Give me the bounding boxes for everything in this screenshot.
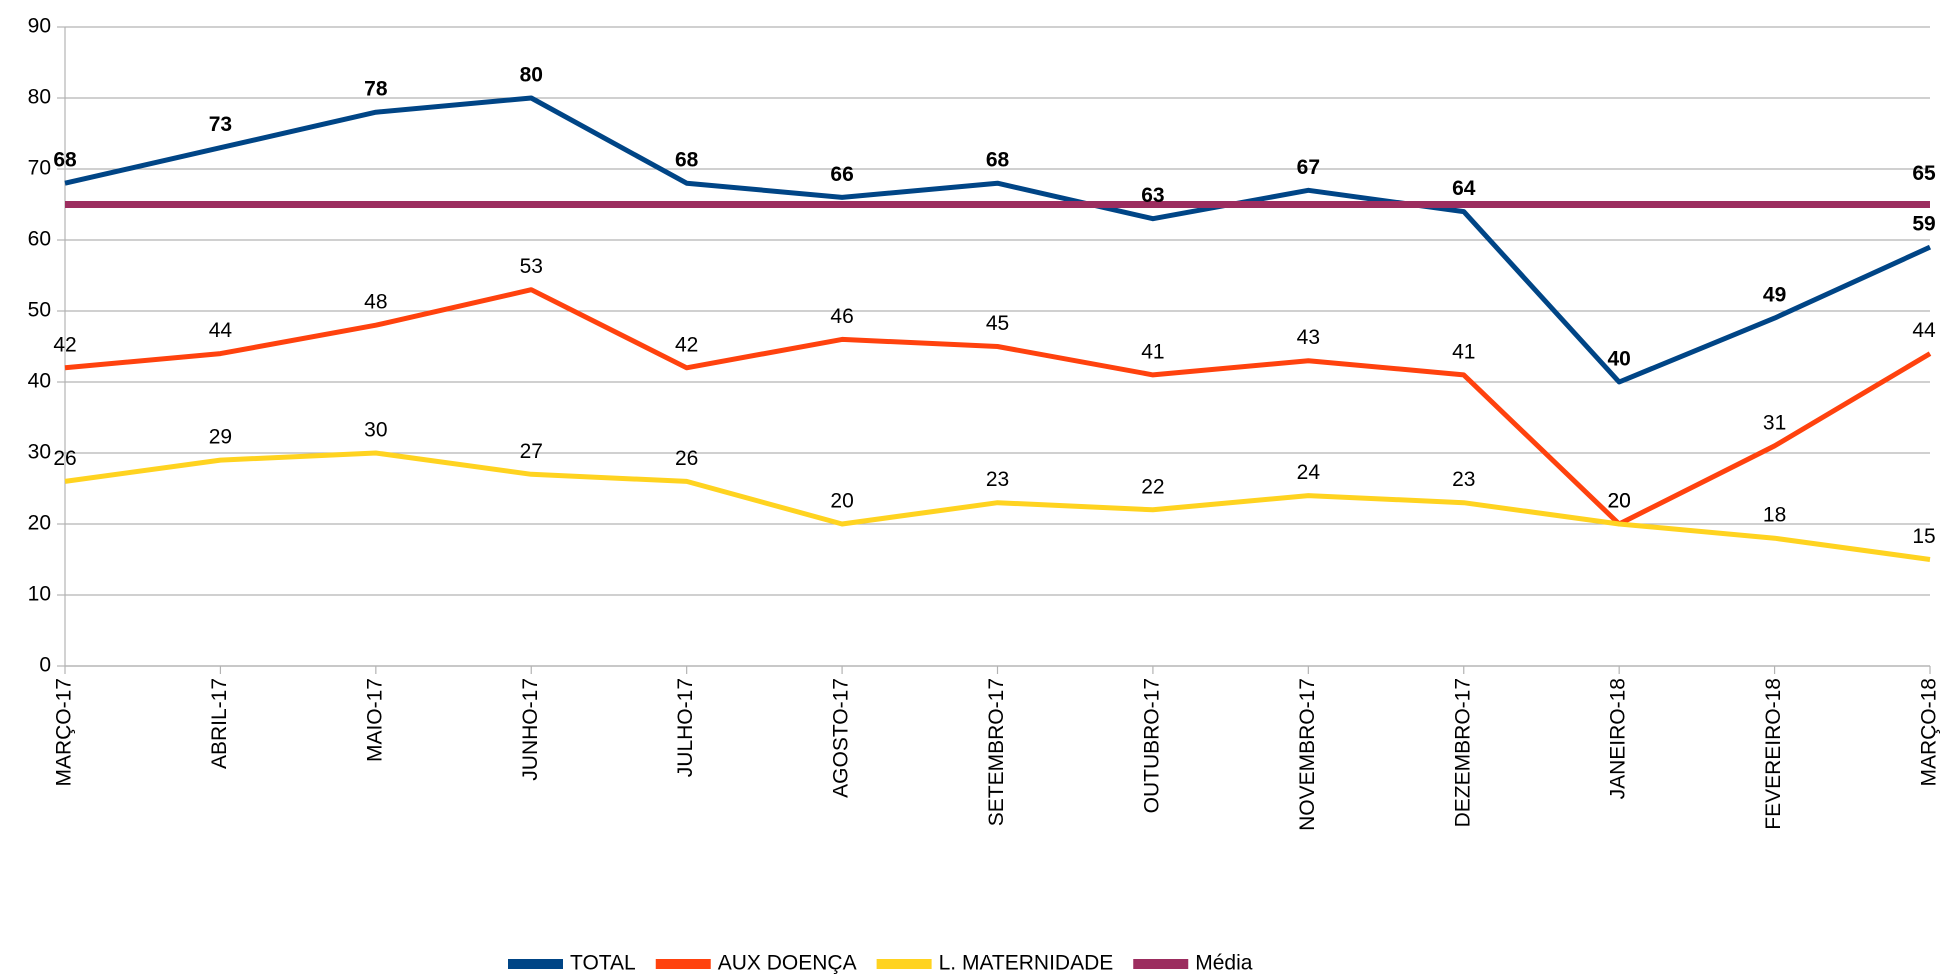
legend-swatch bbox=[655, 959, 711, 969]
y-tick-label: 20 bbox=[28, 512, 51, 535]
data-label: 15 bbox=[1912, 525, 1935, 548]
data-label: 68 bbox=[675, 149, 699, 172]
data-label: 49 bbox=[1763, 284, 1786, 307]
x-tick-label: ABRIL-17 bbox=[208, 678, 231, 769]
data-label: 78 bbox=[364, 78, 388, 101]
data-label: 64 bbox=[1452, 177, 1476, 200]
data-label: 41 bbox=[1452, 340, 1475, 363]
data-label: 42 bbox=[53, 333, 76, 356]
x-tick-label: SETEMBRO-17 bbox=[985, 678, 1008, 826]
x-tick-label: AGOSTO-17 bbox=[830, 678, 853, 798]
data-label: 40 bbox=[1607, 348, 1630, 371]
legend-label: L. MATERNIDADE bbox=[939, 952, 1114, 975]
y-tick-label: 0 bbox=[39, 654, 51, 677]
data-label: 66 bbox=[830, 163, 853, 186]
data-label: 46 bbox=[830, 305, 853, 328]
data-label: 22 bbox=[1141, 475, 1164, 498]
series-line bbox=[64, 450, 1931, 562]
y-tick-label: 50 bbox=[28, 299, 51, 322]
data-label: 42 bbox=[675, 333, 698, 356]
data-label: 67 bbox=[1297, 156, 1320, 179]
legend-swatch bbox=[508, 959, 563, 969]
legend-label: Média bbox=[1195, 952, 1253, 975]
data-label: 45 bbox=[986, 312, 1009, 335]
x-tick-label: DEZEMBRO-17 bbox=[1451, 678, 1474, 827]
data-label: 31 bbox=[1763, 411, 1786, 434]
x-tick-label: NOVEMBRO-17 bbox=[1296, 678, 1319, 831]
x-tick-label: MARÇO-18 bbox=[1918, 678, 1941, 787]
x-tick-label: JANEIRO-18 bbox=[1607, 678, 1630, 799]
x-tick-label: MARÇO-17 bbox=[53, 678, 76, 787]
x-tick-label: FEVEREIRO-18 bbox=[1762, 678, 1785, 830]
y-tick-label: 80 bbox=[28, 86, 51, 109]
legend-swatch bbox=[1133, 959, 1189, 969]
y-tick-label: 60 bbox=[28, 228, 51, 251]
data-label: 27 bbox=[520, 440, 543, 463]
data-label: 68 bbox=[53, 149, 77, 172]
data-label: 29 bbox=[209, 426, 232, 449]
data-label: 44 bbox=[1912, 319, 1936, 342]
legend: TOTAL AUX DOENÇA L. MATERNIDADE Média bbox=[508, 952, 1253, 975]
x-tick-label: JUNHO-17 bbox=[519, 678, 542, 781]
data-label: 48 bbox=[364, 291, 387, 314]
legend-label: TOTAL bbox=[570, 952, 636, 975]
data-label: 53 bbox=[520, 255, 543, 278]
data-label: 23 bbox=[986, 468, 1009, 491]
y-tick-label: 70 bbox=[28, 157, 51, 180]
legend-swatch bbox=[876, 959, 932, 969]
y-tick-label: 90 bbox=[28, 15, 51, 38]
data-label: 26 bbox=[53, 447, 76, 470]
data-label: 20 bbox=[1607, 490, 1630, 513]
data-label: 59 bbox=[1912, 213, 1935, 236]
data-label: 73 bbox=[209, 113, 232, 136]
y-tick-label: 30 bbox=[28, 441, 51, 464]
y-tick-label: 40 bbox=[28, 370, 51, 393]
data-label: 30 bbox=[364, 419, 387, 442]
data-label: 63 bbox=[1141, 184, 1164, 207]
data-label: 43 bbox=[1297, 326, 1320, 349]
data-label: 20 bbox=[1607, 490, 1630, 513]
data-label: 68 bbox=[986, 149, 1010, 172]
data-label: 18 bbox=[1763, 504, 1786, 527]
legend-label: AUX DOENÇA bbox=[718, 952, 857, 975]
x-tick-label: MAIO-17 bbox=[363, 678, 386, 762]
data-label: 80 bbox=[520, 64, 543, 87]
data-label: 20 bbox=[830, 490, 853, 513]
data-label: 24 bbox=[1297, 461, 1321, 484]
data-label: 26 bbox=[675, 447, 698, 470]
data-label: 44 bbox=[209, 319, 233, 342]
data-label: 41 bbox=[1141, 340, 1164, 363]
data-label: 65 bbox=[1912, 162, 1936, 185]
x-tick-label: OUTUBRO-17 bbox=[1140, 678, 1163, 813]
series-line bbox=[64, 95, 1932, 385]
data-label: 23 bbox=[1452, 468, 1475, 491]
x-tick-label: JULHO-17 bbox=[674, 678, 697, 777]
y-tick-label: 10 bbox=[28, 583, 51, 606]
